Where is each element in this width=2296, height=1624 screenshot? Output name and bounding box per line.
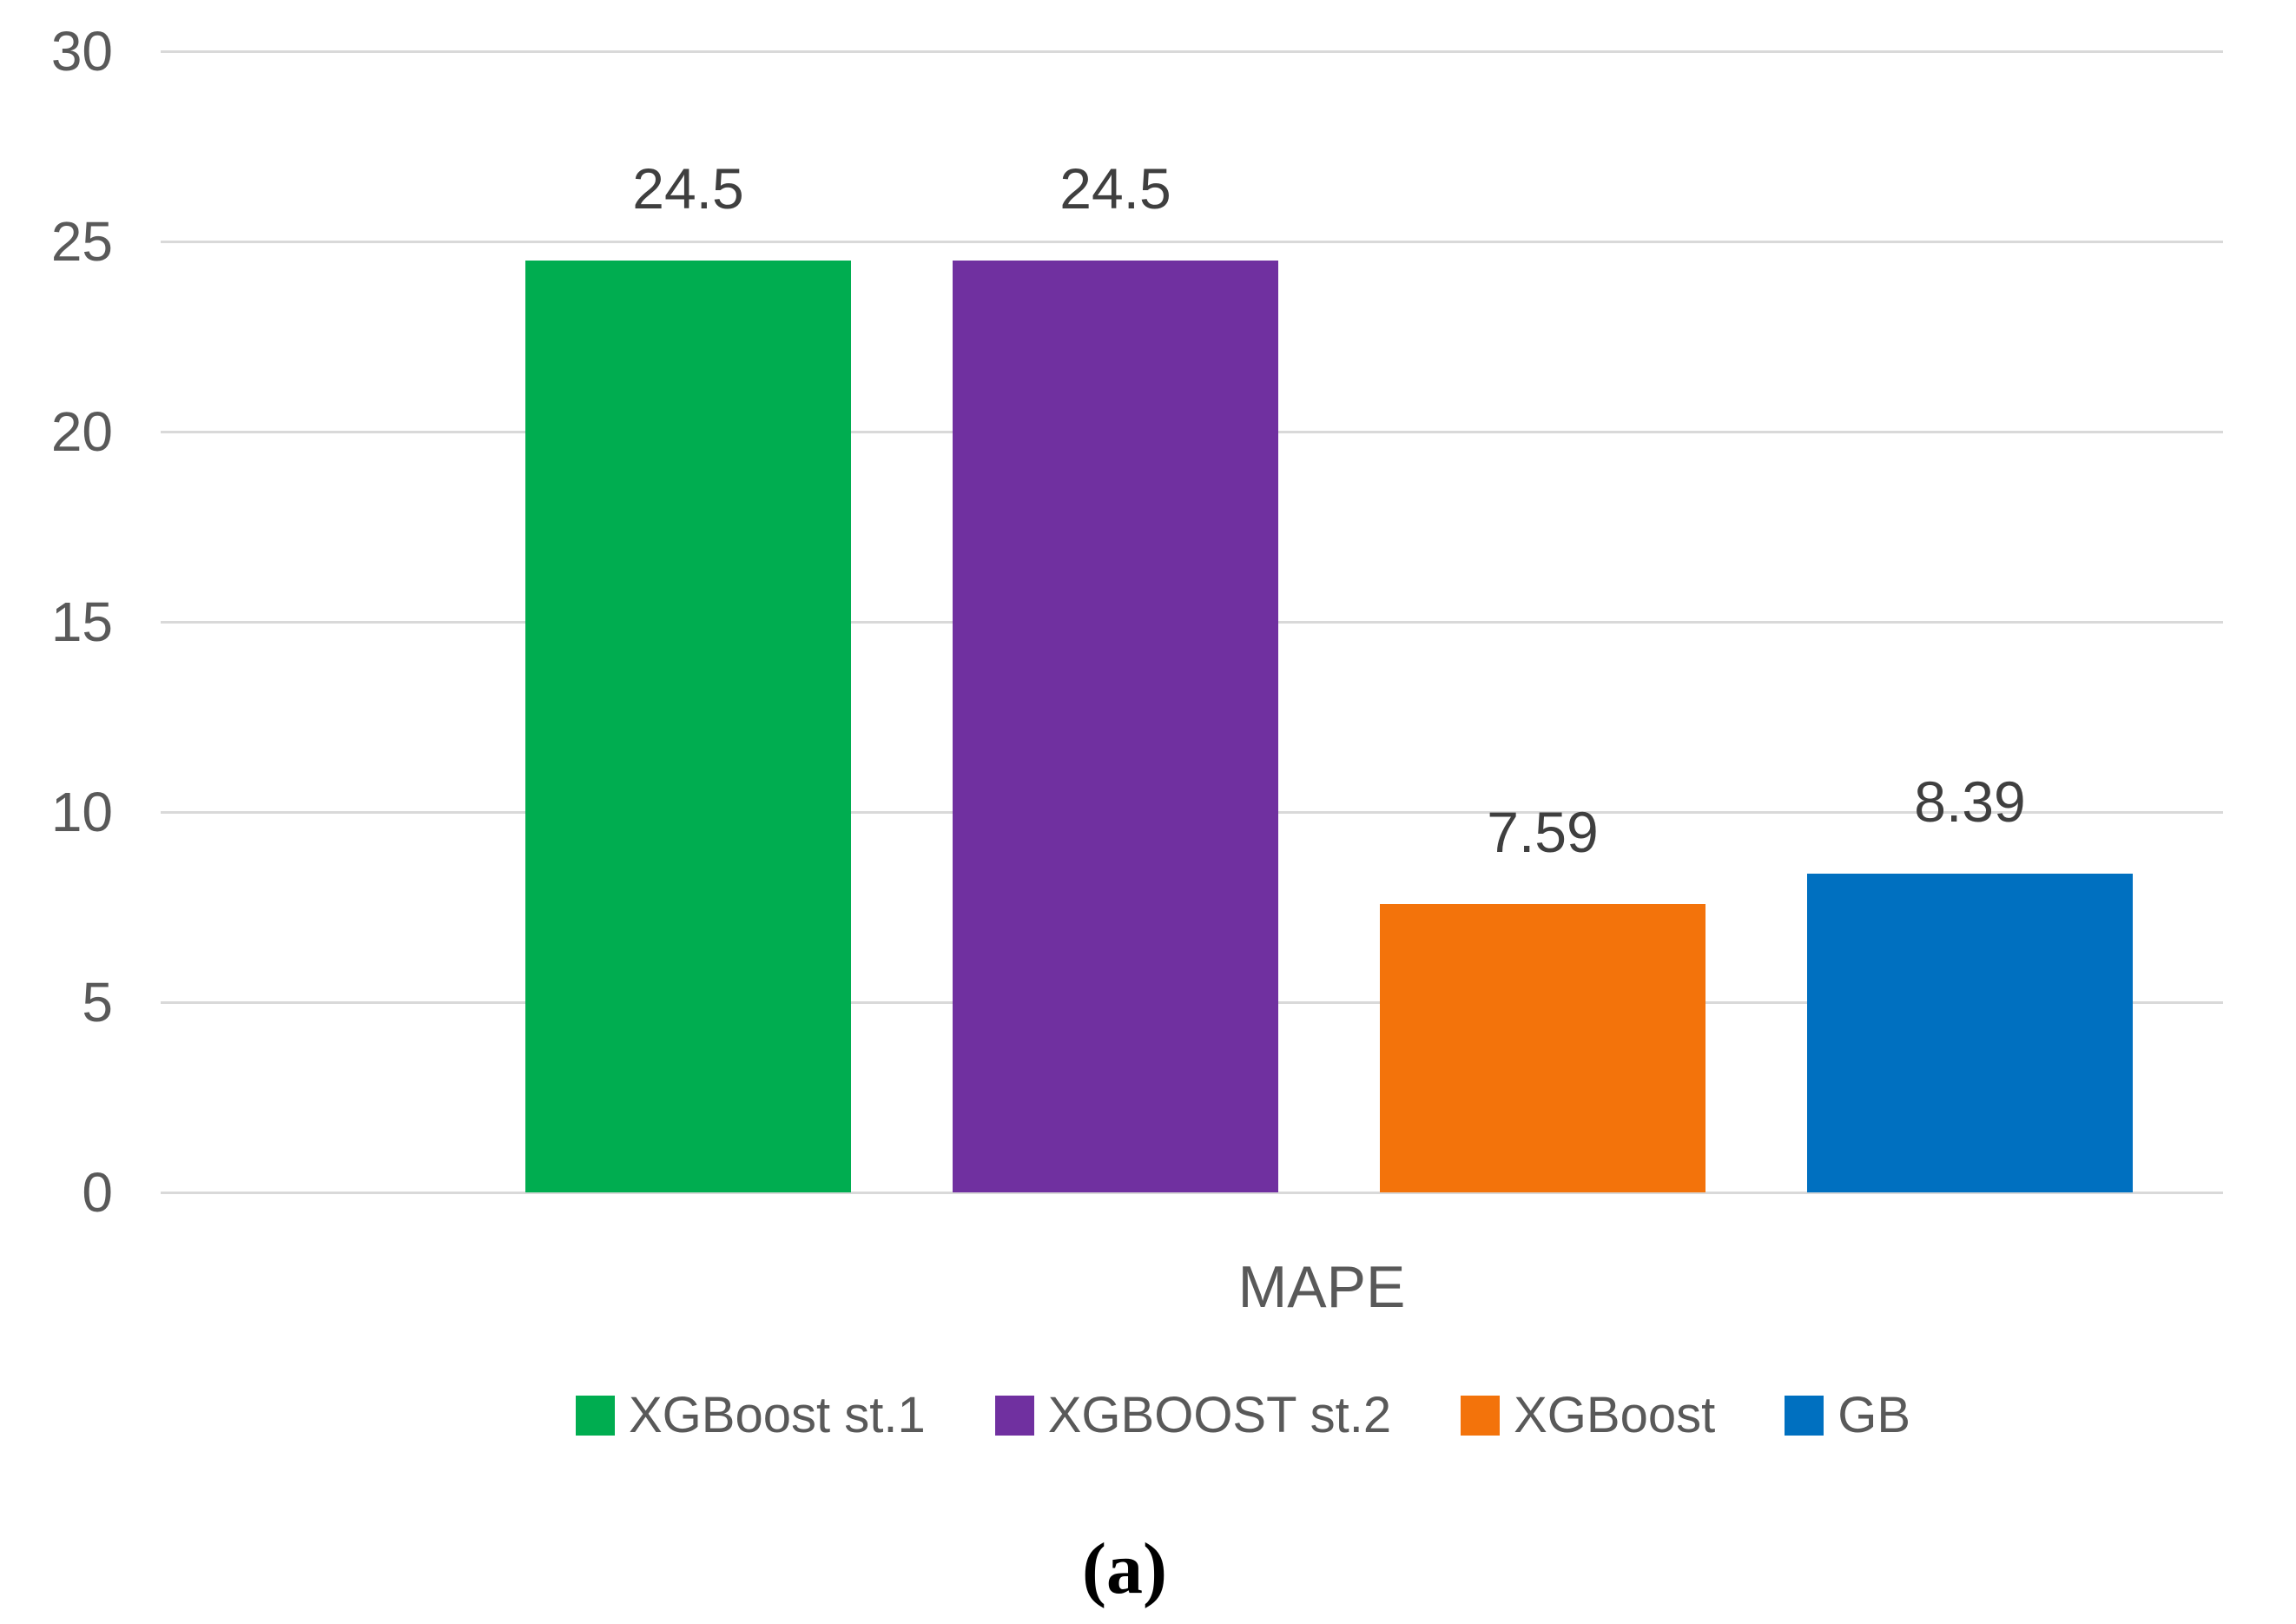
bar-xgboost [1380, 903, 1706, 1192]
legend-label-xgboost-st-1: XGBoost st.1 [629, 1387, 926, 1443]
bar-xgboost-st-2 [953, 260, 1278, 1192]
gridline-y-25 [161, 241, 2223, 243]
legend-swatch-xgboost-st-2 [994, 1396, 1034, 1436]
chart-legend: XGBoost st.1 XGBOOST st.2 XGBoost GB [576, 1390, 1910, 1442]
bar-value-label-xgboost-st-2: 24.5 [1059, 155, 1171, 221]
legend-item-xgboost-st-1: XGBoost st.1 [576, 1390, 926, 1442]
legend-label-gb: GB [1837, 1387, 1911, 1443]
y-axis-tick-label-5: 5 [82, 971, 113, 1033]
legend-swatch-gb [1785, 1396, 1824, 1436]
y-axis-tick-label-0: 0 [82, 1161, 113, 1224]
legend-item-xgboost: XGBoost [1461, 1390, 1715, 1442]
bar-value-label-xgboost-st-1: 24.5 [632, 155, 744, 221]
x-axis-label: MAPE [1237, 1254, 1406, 1320]
y-axis-tick-label-20: 20 [50, 400, 113, 463]
legend-item-xgboost-st-2: XGBOOST st.2 [994, 1387, 1392, 1443]
bar-value-label-gb: 8.39 [1914, 769, 2026, 834]
legend-label-xgboost-st-2: XGBOOST st.2 [1047, 1387, 1392, 1443]
legend-item-gb: GB [1785, 1390, 1910, 1442]
gridline-y-30 [161, 50, 2223, 53]
bar-gb [1807, 873, 2133, 1192]
y-axis-tick-label-15: 15 [50, 591, 113, 653]
y-axis-tick-label-10: 10 [50, 781, 113, 843]
bar-value-label-xgboost: 7.59 [1487, 799, 1599, 864]
y-axis-tick-label-30: 30 [50, 20, 113, 83]
legend-swatch-xgboost [1461, 1396, 1501, 1436]
y-axis-tick-label-25: 25 [50, 210, 113, 273]
bar-xgboost-st-1 [525, 260, 851, 1192]
legend-swatch-xgboost-st-1 [576, 1396, 615, 1436]
legend-label-xgboost: XGBoost [1514, 1387, 1716, 1443]
gridline-y-0 [161, 1192, 2223, 1194]
figure-caption: (a) [1082, 1528, 1167, 1609]
